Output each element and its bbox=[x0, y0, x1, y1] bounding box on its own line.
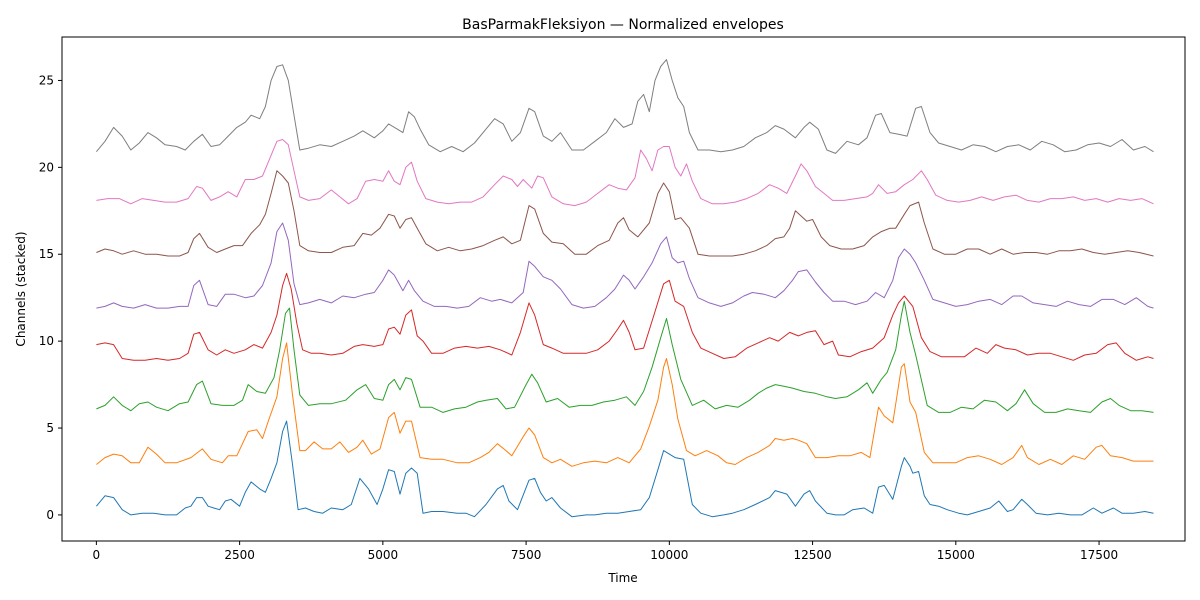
x-tick-label: 0 bbox=[93, 548, 101, 562]
series-line-7 bbox=[96, 139, 1154, 207]
x-axis-label: Time bbox=[607, 571, 637, 585]
x-tick-label: 7500 bbox=[511, 548, 542, 562]
series-line-1 bbox=[96, 420, 1154, 518]
series-line-5 bbox=[96, 222, 1154, 309]
series-line-3 bbox=[96, 300, 1154, 413]
y-tick-label: 5 bbox=[46, 421, 54, 435]
y-tick-label: 10 bbox=[39, 334, 54, 348]
x-tick-label: 2500 bbox=[224, 548, 255, 562]
x-axis: 0 2500 5000 7500 10000 12500 15000 17500 bbox=[93, 541, 1118, 562]
series-layer bbox=[96, 59, 1154, 518]
x-tick-label: 10000 bbox=[650, 548, 688, 562]
series-line-8 bbox=[96, 59, 1154, 154]
y-tick-label: 15 bbox=[39, 247, 54, 261]
y-tick-label: 25 bbox=[39, 73, 54, 87]
series-line-2 bbox=[96, 342, 1154, 467]
y-tick-label: 0 bbox=[46, 508, 54, 522]
x-tick-label: 15000 bbox=[937, 548, 975, 562]
x-tick-label: 17500 bbox=[1080, 548, 1118, 562]
plot-frame bbox=[61, 36, 1186, 542]
chart-title: BasParmakFleksiyon — Normalized envelope… bbox=[462, 17, 784, 33]
y-tick-label: 20 bbox=[39, 160, 54, 174]
series-line-6 bbox=[96, 170, 1154, 257]
y-axis-label: Channels (stacked) bbox=[14, 231, 28, 346]
x-tick-label: 12500 bbox=[793, 548, 831, 562]
x-tick-label: 5000 bbox=[368, 548, 399, 562]
series-line-4 bbox=[96, 272, 1154, 361]
y-axis: 0 5 10 15 20 25 bbox=[39, 73, 62, 522]
